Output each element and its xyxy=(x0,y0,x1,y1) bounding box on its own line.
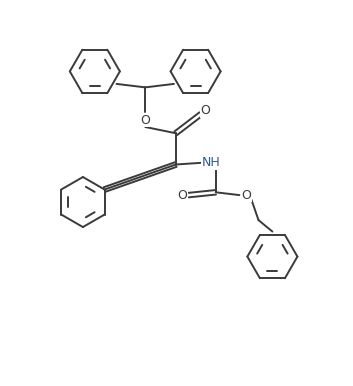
Text: O: O xyxy=(140,113,150,127)
Text: O: O xyxy=(201,104,210,117)
Text: O: O xyxy=(178,189,187,201)
Text: O: O xyxy=(241,189,251,201)
Text: NH: NH xyxy=(202,156,221,169)
